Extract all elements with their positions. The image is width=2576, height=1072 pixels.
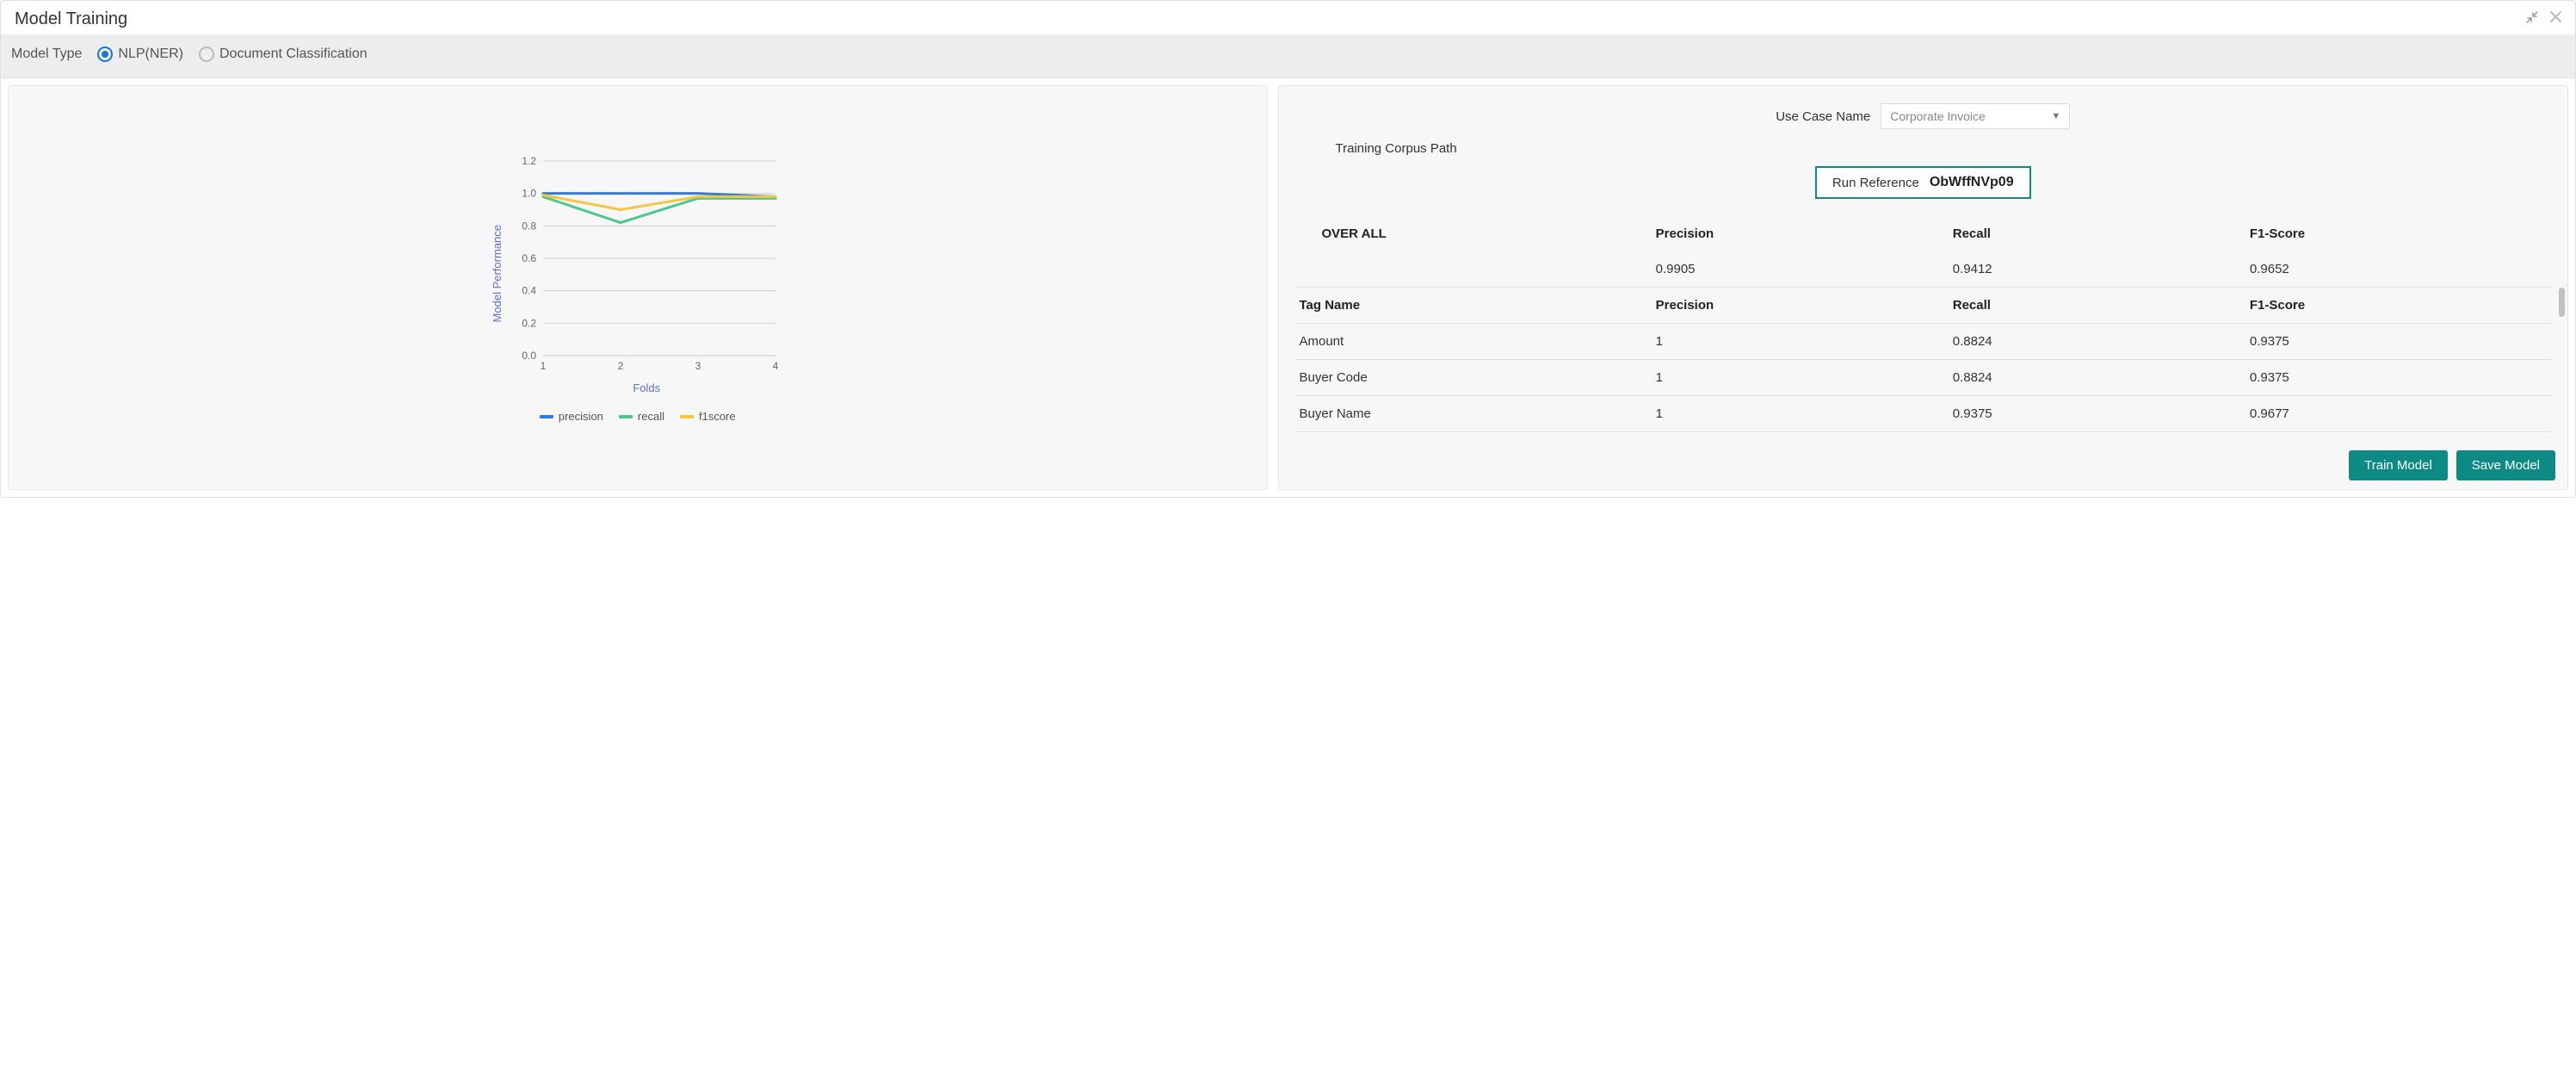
- details-panel: Use Case Name Corporate Invoice ▼ Traini…: [1278, 85, 2569, 490]
- overall-header-row: OVER ALL Precision Recall F1-Score: [1294, 216, 2553, 251]
- tag-f1: 0.9677: [2250, 406, 2547, 421]
- radio-label: NLP(NER): [118, 46, 183, 62]
- use-case-label: Use Case Name: [1776, 109, 1870, 124]
- model-type-bar: Model Type NLP(NER) Document Classificat…: [1, 34, 2575, 78]
- tag-name: Amount: [1300, 334, 1656, 349]
- col-f1score: F1-Score: [2250, 226, 2547, 241]
- train-model-button[interactable]: Train Model: [2349, 450, 2448, 480]
- use-case-row: Use Case Name Corporate Invoice ▼: [1294, 103, 2553, 129]
- svg-text:1.0: 1.0: [522, 188, 537, 200]
- col-precision: Precision: [1656, 298, 1953, 313]
- overall-recall: 0.9412: [1953, 262, 2250, 276]
- col-recall: Recall: [1953, 298, 2250, 313]
- tag-f1: 0.9375: [2250, 334, 2547, 349]
- save-model-button[interactable]: Save Model: [2456, 450, 2555, 480]
- run-reference-box: Run Reference ObWffNVp09: [1815, 166, 2031, 199]
- col-tag-name: Tag Name: [1300, 298, 1656, 313]
- tag-header-row: Tag Name Precision Recall F1-Score: [1294, 288, 2553, 324]
- run-reference-value: ObWffNVp09: [1930, 175, 2014, 190]
- overall-label: OVER ALL: [1300, 226, 1656, 241]
- svg-text:1.2: 1.2: [522, 155, 537, 167]
- legend-swatch-icon: [540, 415, 553, 418]
- legend-label: f1score: [699, 410, 736, 423]
- table-row: Buyer Name10.93750.9677: [1294, 396, 2553, 432]
- tag-precision: 1: [1656, 406, 1953, 421]
- tag-precision: 1: [1656, 334, 1953, 349]
- corpus-path-label: Training Corpus Path: [1336, 141, 2553, 156]
- radio-checked-icon: [97, 46, 113, 62]
- scrollbar-thumb[interactable]: [2559, 288, 2565, 317]
- table-row: Amount10.88240.9375: [1294, 324, 2553, 360]
- tag-recall: 0.8824: [1953, 370, 2250, 385]
- overall-f1: 0.9652: [2250, 262, 2547, 276]
- overall-values-row: 0.9905 0.9412 0.9652: [1294, 251, 2553, 288]
- legend-item-precision: precision: [540, 410, 603, 423]
- svg-text:0.2: 0.2: [522, 317, 537, 329]
- svg-text:0.0: 0.0: [522, 350, 537, 362]
- chart-legend: precision recall f1score: [540, 410, 736, 423]
- x-axis-label: Folds: [509, 381, 784, 394]
- use-case-select[interactable]: Corporate Invoice ▼: [1881, 103, 2070, 129]
- table-row: Buyer Code10.88240.9375: [1294, 360, 2553, 396]
- chart-panel: Model Performance 0.0 0.2 0.4 0.6 0.8 1.0 1.2 1…: [8, 85, 1268, 490]
- performance-chart: 0.0 0.2 0.4 0.6 0.8 1.0 1.2 1 2 3 4: [509, 152, 784, 376]
- tag-recall: 0.8824: [1953, 334, 2250, 349]
- legend-swatch-icon: [680, 415, 694, 418]
- svg-text:0.6: 0.6: [522, 252, 537, 264]
- titlebar: Model Training: [1, 1, 2575, 34]
- svg-text:3: 3: [695, 360, 701, 372]
- svg-text:0.8: 0.8: [522, 220, 537, 232]
- legend-label: precision: [559, 410, 603, 423]
- radio-unchecked-icon: [199, 46, 214, 62]
- tag-name: Buyer Name: [1300, 406, 1656, 421]
- col-precision: Precision: [1656, 226, 1953, 241]
- title-controls: [2526, 11, 2561, 28]
- footer-buttons: Train Model Save Model: [2349, 450, 2555, 480]
- tag-name: Buyer Code: [1300, 370, 1656, 385]
- overall-precision: 0.9905: [1656, 262, 1953, 276]
- legend-item-f1score: f1score: [680, 410, 736, 423]
- legend-item-recall: recall: [619, 410, 664, 423]
- use-case-value: Corporate Invoice: [1890, 109, 1986, 123]
- radio-nlp-ner[interactable]: NLP(NER): [97, 46, 183, 62]
- radio-document-classification[interactable]: Document Classification: [199, 46, 368, 62]
- y-axis-label: Model Performance: [491, 225, 503, 322]
- window-title: Model Training: [15, 9, 127, 29]
- tag-recall: 0.9375: [1953, 406, 2250, 421]
- model-type-label: Model Type: [11, 46, 82, 62]
- model-training-window: Model Training Model Type NLP(NER) Docum…: [0, 0, 2576, 498]
- legend-label: recall: [638, 410, 664, 423]
- run-reference-label: Run Reference: [1832, 176, 1919, 190]
- radio-label: Document Classification: [219, 46, 368, 62]
- svg-text:2: 2: [618, 360, 624, 372]
- svg-text:1: 1: [541, 360, 547, 372]
- legend-swatch-icon: [619, 415, 633, 418]
- svg-text:0.4: 0.4: [522, 285, 537, 297]
- close-icon[interactable]: [2550, 11, 2561, 28]
- metrics-table: OVER ALL Precision Recall F1-Score 0.990…: [1294, 216, 2553, 432]
- collapse-icon[interactable]: [2526, 11, 2538, 28]
- col-recall: Recall: [1953, 226, 2250, 241]
- chevron-down-icon: ▼: [2051, 111, 2060, 121]
- svg-text:4: 4: [773, 360, 779, 372]
- main-content: Model Performance 0.0 0.2 0.4 0.6 0.8 1.0 1.2 1…: [1, 78, 2575, 497]
- tag-precision: 1: [1656, 370, 1953, 385]
- tag-f1: 0.9375: [2250, 370, 2547, 385]
- chart-wrap: Model Performance 0.0 0.2 0.4 0.6 0.8 1.0 1.2 1…: [483, 152, 793, 423]
- col-f1score: F1-Score: [2250, 298, 2547, 313]
